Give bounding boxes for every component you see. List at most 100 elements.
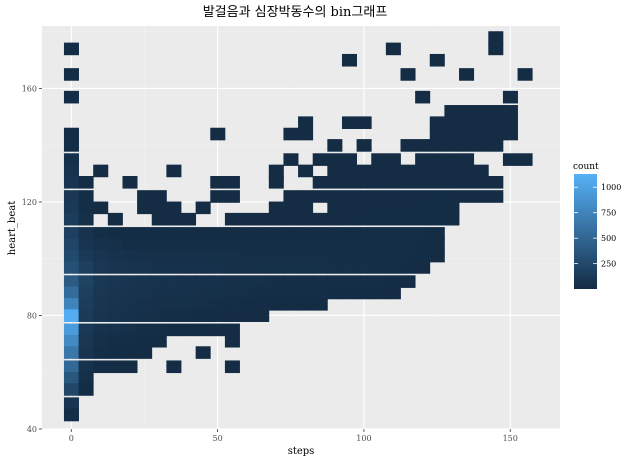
bin-tile [195, 227, 211, 240]
bin-tile [327, 201, 343, 215]
bin-tile [444, 175, 460, 189]
bin-tile [400, 212, 416, 226]
bin-tile [63, 275, 79, 288]
bin-tile [283, 238, 299, 252]
bin-tile [63, 323, 79, 337]
bin-tile [63, 153, 79, 166]
bin-tile [151, 309, 167, 322]
bin-tile [415, 139, 431, 152]
bin-tile [298, 116, 314, 129]
bin-tile [239, 227, 255, 240]
bin-tile [254, 238, 270, 252]
bin-tile [400, 164, 416, 178]
bin-tile [312, 153, 328, 166]
bin-tile [356, 227, 372, 240]
bin-tile [107, 309, 123, 322]
bin-tile [63, 90, 79, 104]
bin-tile [166, 298, 182, 311]
bin-tile [93, 346, 109, 359]
bin-tile [356, 238, 372, 252]
bin-tile [268, 201, 284, 215]
legend-label: 750 [601, 209, 616, 218]
bin-tile [122, 309, 138, 322]
bin-tile [63, 249, 79, 263]
bin-tile [298, 164, 314, 178]
bin-tile [429, 164, 445, 178]
bin-tile [166, 201, 182, 215]
bin-tile [298, 227, 314, 240]
bin-tile [268, 212, 284, 226]
bin-tile [415, 249, 431, 263]
bin-tile [400, 190, 416, 203]
bin-tile [429, 53, 445, 67]
bin-tile [137, 346, 153, 359]
bin-tile [415, 153, 431, 166]
bin-tile [210, 249, 226, 263]
bin-tile [181, 286, 197, 300]
bin-tile [254, 212, 270, 226]
bin-tile [459, 68, 475, 81]
bin-tile [137, 323, 153, 337]
bin-tile [502, 116, 518, 129]
bin-tile [371, 275, 387, 288]
bin-tile [327, 139, 343, 152]
legend-ticks: 250 500 750 1000 [574, 183, 621, 269]
bin-tile [473, 127, 489, 141]
bin-tile [224, 175, 240, 189]
bin-tile [429, 139, 445, 152]
bin-tile [356, 139, 372, 152]
bin-tile [254, 261, 270, 274]
bin-tile [268, 164, 284, 178]
bin-tile [341, 164, 357, 178]
bin-tile [122, 175, 138, 189]
bin-tile [63, 286, 79, 300]
bin-tile [78, 383, 94, 396]
x-tick-label: 100 [356, 434, 371, 443]
bin-tile [341, 116, 357, 129]
bin-tile [415, 238, 431, 252]
bin-tile [166, 238, 182, 252]
bin-tile [78, 323, 94, 337]
bin-tile [502, 90, 518, 104]
bin-tile [400, 68, 416, 81]
bin-tile [429, 227, 445, 240]
bin-tile [63, 309, 79, 322]
y-tick-label: 40 [27, 425, 37, 434]
bin-tile [63, 397, 79, 410]
bin-tile [444, 105, 460, 118]
bin-tile [63, 238, 79, 252]
bin-tile [488, 105, 504, 118]
bin-tile [488, 175, 504, 189]
bin-tile [298, 249, 314, 263]
bin-tile [341, 286, 357, 300]
bin-tile [400, 275, 416, 288]
bin-tile [444, 190, 460, 203]
bin-tile [459, 175, 475, 189]
y-tick-label: 80 [27, 311, 37, 320]
bin-tile [107, 334, 123, 348]
bin-tile [181, 309, 197, 322]
bin-tile [385, 42, 401, 56]
bin-tile [210, 127, 226, 141]
bin-tile [107, 212, 123, 226]
bin-tile [107, 275, 123, 288]
bin-tile [341, 212, 357, 226]
bin-tile [356, 175, 372, 189]
bin-tile [166, 286, 182, 300]
bin-tile [312, 238, 328, 252]
bin-tile [429, 175, 445, 189]
bin-tile [195, 238, 211, 252]
bin-tile [268, 298, 284, 311]
bin-tile [224, 249, 240, 263]
bin-tile [371, 286, 387, 300]
bin-tile [356, 164, 372, 178]
bin-tile [122, 334, 138, 348]
bin-tile [122, 298, 138, 311]
bin-tile [341, 53, 357, 67]
bin-tile [151, 261, 167, 274]
bin-tile [488, 31, 504, 44]
bin-tile [298, 298, 314, 311]
bin-tile [122, 261, 138, 274]
bin-tile [283, 249, 299, 263]
bin-tile [312, 190, 328, 203]
